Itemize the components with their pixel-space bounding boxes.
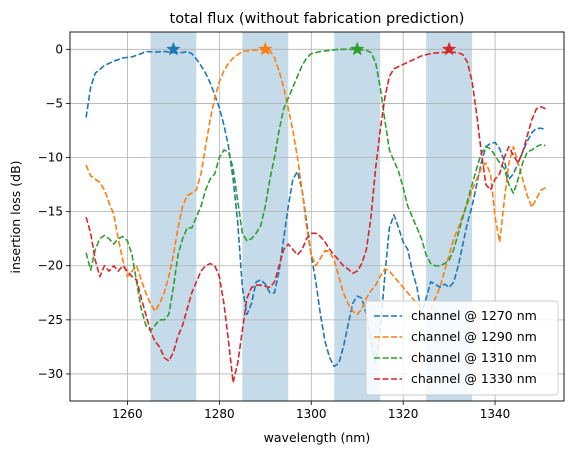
peak-star-marker-3 [350, 41, 365, 56]
band-highlight [242, 32, 289, 401]
x-axis-label: wavelength (nm) [264, 430, 371, 445]
y-tick-label: −20 [38, 259, 63, 273]
peak-star-marker-4 [441, 41, 457, 56]
y-tick-label: −5 [45, 96, 63, 110]
legend-label-1: channel @ 1270 nm [411, 308, 537, 323]
peak-star-marker-2 [258, 41, 273, 56]
legend: channel @ 1270 nm channel @ 1290 nm channe… [365, 300, 559, 396]
legend-label-2: channel @ 1290 nm [411, 329, 537, 344]
x-tick-label: 1300 [296, 407, 327, 421]
band-highlight [150, 32, 197, 401]
peak-star-marker-1 [166, 41, 181, 56]
y-tick-label: −10 [38, 151, 63, 165]
chart-title: total flux (without fabrication predicti… [170, 11, 465, 27]
legend-label-3: channel @ 1310 nm [411, 350, 537, 365]
series-line-1 [85, 50, 546, 368]
x-tick-label: 1260 [112, 407, 143, 421]
series-line-4 [85, 51, 546, 384]
legend-label-4: channel @ 1330 nm [411, 371, 537, 386]
axes-frame [69, 31, 565, 402]
y-tick-label: −25 [38, 313, 63, 327]
y-tick-label: 0 [55, 42, 63, 56]
y-tick-label: −30 [38, 367, 63, 381]
x-tick-label: 1340 [480, 407, 511, 421]
series-line-2 [85, 48, 546, 319]
legend-box [365, 300, 559, 396]
x-tick-label: 1320 [388, 407, 419, 421]
x-tick-label: 1280 [204, 407, 235, 421]
y-tick-label: −15 [38, 205, 63, 219]
y-axis-label: insertion loss (dB) [8, 160, 23, 273]
